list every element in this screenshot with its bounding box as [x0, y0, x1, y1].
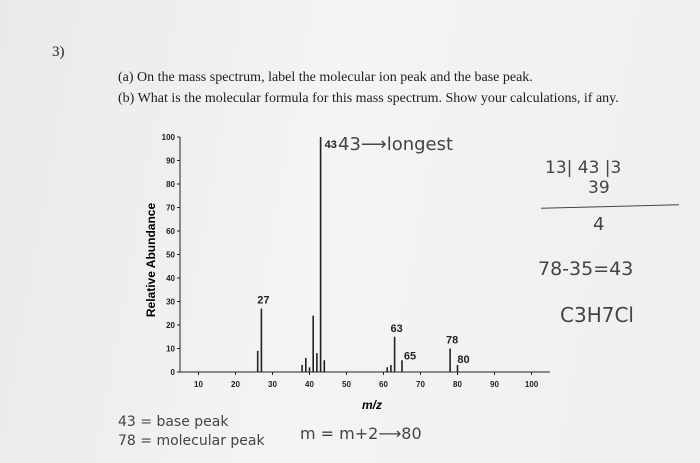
x-tick-label: 80: [453, 380, 462, 389]
y-tick-label: 100: [162, 133, 176, 142]
x-tick-label: 60: [379, 380, 388, 389]
y-tick-label: 20: [166, 321, 175, 330]
y-tick-label: 90: [166, 157, 175, 166]
peak-label: 27: [257, 295, 269, 307]
x-tick-label: 90: [490, 380, 499, 389]
x-tick-label: 70: [416, 380, 425, 389]
x-tick-label: 40: [305, 380, 314, 389]
peak-label: 63: [390, 323, 402, 335]
handwritten-formula: C3H7Cl: [560, 303, 634, 327]
question-number: 3): [52, 44, 65, 60]
chart-ticks: 0 10 20 30 40 50 60 70 80 90 100 10 20 30 40 50 60 70 80 90…: [162, 133, 539, 389]
x-tick-label: 50: [342, 380, 351, 389]
y-tick-label: 40: [166, 274, 175, 283]
handwritten-m-plus-2: m = m+2⟶80: [300, 424, 422, 443]
handwritten-peak-note: 43⟶longest: [338, 134, 454, 155]
handwritten-calc-top: 13| 43 |3: [545, 158, 622, 178]
y-tick-label: 30: [166, 298, 175, 307]
chart-peak-labels: 27 43 63 65 78 80: [257, 139, 469, 366]
peak-label: 78: [446, 335, 458, 347]
y-tick-label: 60: [166, 227, 175, 236]
handwritten-calc-div: 4: [593, 214, 605, 235]
x-axis-label: m/z: [362, 398, 382, 412]
handwritten-molecular-peak: 78 = molecular peak: [118, 433, 265, 449]
y-tick-label: 10: [166, 345, 175, 354]
peak-label: 43: [325, 139, 337, 151]
x-tick-label: 30: [268, 380, 277, 389]
handwritten-base-peak: 43 = base peak: [118, 414, 229, 430]
x-tick-label: 20: [231, 380, 240, 389]
question-part-b: (b) What is the molecular formula for th…: [118, 91, 619, 106]
y-axis-label: Relative Abundance: [144, 203, 158, 318]
handwritten-calc-mid: 39: [588, 178, 610, 198]
chart-bars: [256, 137, 459, 372]
chart-axes: [179, 137, 550, 373]
handwritten-calc-sub: 78-35=43: [538, 258, 634, 280]
question-part-a: (a) On the mass spectrum, label the mole…: [118, 70, 533, 85]
peak-label: 65: [404, 350, 416, 362]
x-tick-label: 100: [525, 380, 539, 389]
y-tick-label: 80: [166, 180, 175, 189]
y-tick-label: 0: [171, 368, 176, 377]
x-tick-label: 10: [194, 380, 203, 389]
y-tick-label: 50: [166, 251, 175, 260]
y-tick-label: 70: [166, 204, 175, 213]
peak-label: 80: [457, 354, 469, 366]
